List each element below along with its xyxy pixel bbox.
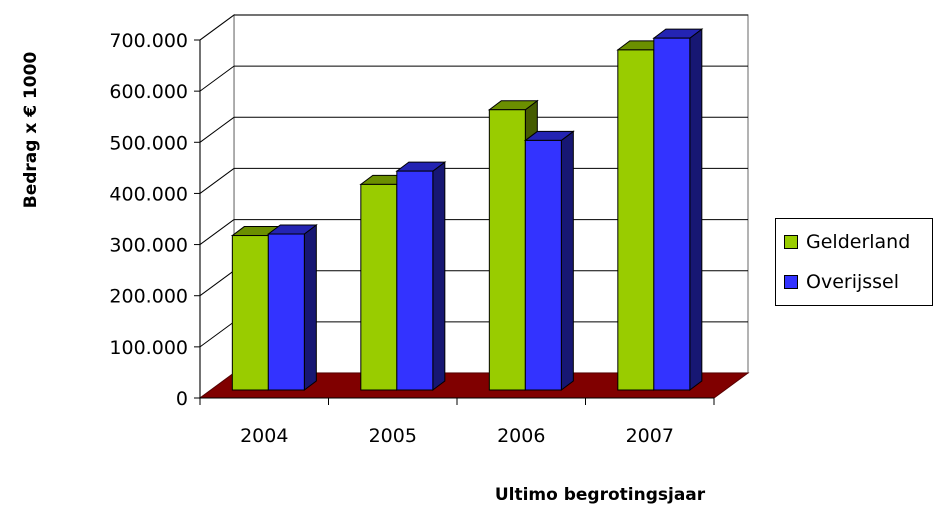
bar-side-face <box>304 225 316 390</box>
x-tick-label: 2005 <box>369 425 417 447</box>
bar-front-face <box>361 184 397 390</box>
side-wall-panel <box>200 15 234 398</box>
bar-side-face <box>561 131 573 390</box>
bar-overijssel-2006 <box>525 131 573 390</box>
legend-label-overijssel: Overijssel <box>806 271 899 293</box>
bar-front-face <box>232 236 268 390</box>
legend-item-overijssel: Overijssel <box>784 271 899 293</box>
bar-side-face <box>690 29 702 390</box>
y-tick-label: 300.000 <box>109 235 188 257</box>
bar-front-face <box>397 171 433 390</box>
legend: Gelderland Overijssel <box>775 218 933 306</box>
x-tick-label: 2004 <box>240 425 288 447</box>
legend-swatch-gelderland <box>784 235 798 249</box>
x-tick-label: 2007 <box>626 425 674 447</box>
y-axis-title: Bedrag x € 1000 <box>21 52 41 209</box>
bar-front-face <box>489 110 525 390</box>
bar-front-face <box>268 234 304 390</box>
x-axis-title: Ultimo begrotingsjaar <box>495 485 706 505</box>
legend-swatch-overijssel <box>784 275 798 289</box>
y-tick-label: 500.000 <box>109 132 188 154</box>
bar-front-face <box>654 38 690 390</box>
y-tick-label: 200.000 <box>109 286 188 308</box>
bar-overijssel-2005 <box>397 162 445 390</box>
x-tick-label: 2006 <box>497 425 545 447</box>
y-tick-label: 700.000 <box>109 30 188 52</box>
bar-overijssel-2007 <box>654 29 702 390</box>
y-tick-label: 0 <box>176 388 188 410</box>
legend-item-gelderland: Gelderland <box>784 231 910 253</box>
y-tick-label: 600.000 <box>109 81 188 103</box>
y-tick-label: 100.000 <box>109 337 188 359</box>
legend-label-gelderland: Gelderland <box>806 231 910 253</box>
y-tick-labels: 0 100.000 200.000 300.000 400.000 500.000 600.… <box>109 30 188 410</box>
y-tick-label: 400.000 <box>109 183 188 205</box>
bar-front-face <box>618 50 654 390</box>
bar-overijssel-2004 <box>268 225 316 390</box>
x-tick-labels: 2004 2005 2006 2007 <box>240 425 674 447</box>
bar-front-face <box>525 140 561 390</box>
bar-side-face <box>433 162 445 390</box>
